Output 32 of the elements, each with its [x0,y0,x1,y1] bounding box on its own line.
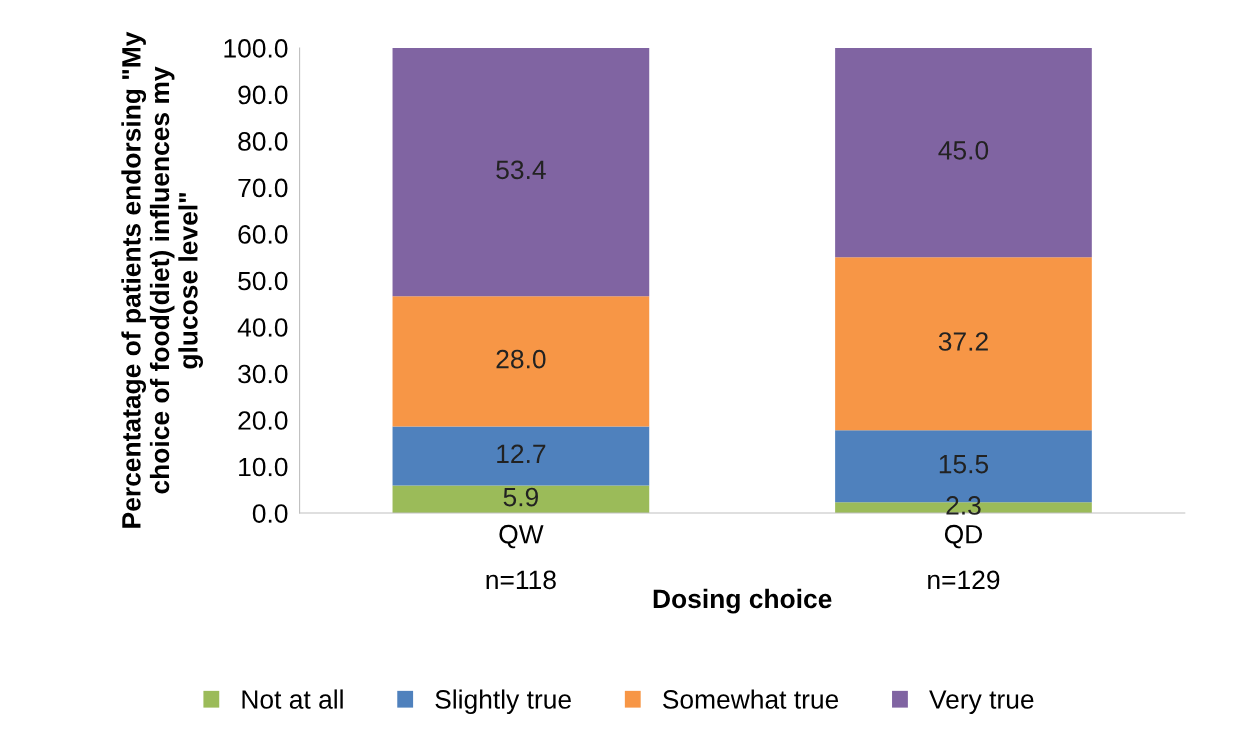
data-label: 53.4 [496,160,546,180]
data-label: 5.9 [503,487,538,507]
x-tick-label: QW n=118 [486,524,556,590]
legend-label: Somewhat true [663,689,839,709]
y-tick-label: 80.0 [238,132,288,151]
x-tick-label: QD n=129 [928,524,1000,590]
y-tick-label: 30.0 [238,364,288,384]
y-tick-label: 40.0 [237,318,288,337]
y-tick-label: 100.0 [224,39,288,58]
bar [392,426,650,486]
y-tick-label: 10.0 [239,457,288,477]
legend-label: Slightly true [435,689,571,715]
legend-label: Not at all [242,689,343,709]
data-label: 28.0 [496,349,546,369]
data-label: 15.5 [939,454,989,474]
y-tick-label: 0.0 [252,504,288,523]
bar [392,47,650,297]
bar [835,257,1092,431]
x-axis-title: Dosing choice [653,588,832,614]
y-tick-label: 50.0 [238,271,288,291]
bar [392,485,650,514]
y-tick-label: 60.0 [238,225,288,244]
y-tick-label: 90.0 [238,85,288,105]
legend-label: Very true [929,690,1034,715]
y-tick-label: 20.0 [238,411,288,430]
bar [835,47,1092,258]
y-tick-label: 70.0 [238,178,288,198]
data-label: 45.0 [938,140,989,160]
data-label: 37.2 [938,332,988,351]
y-axis-title: Percentatage of patients endorsing "My choice of food(diet) influences my glucose level" [121,31,204,528]
data-label: 12.7 [497,444,546,463]
bar [392,296,650,427]
